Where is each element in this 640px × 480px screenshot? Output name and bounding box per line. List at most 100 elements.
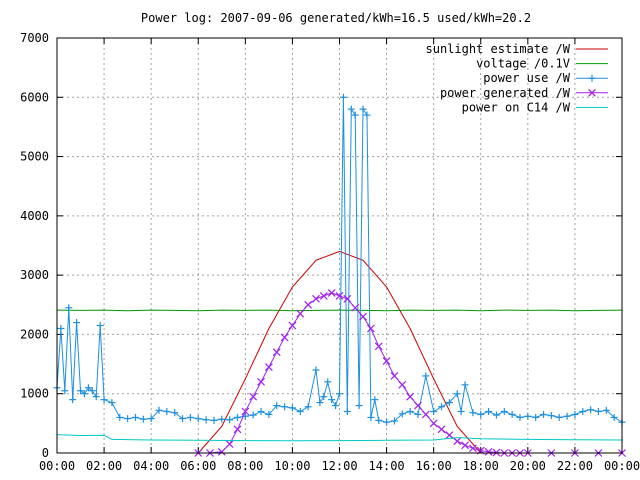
series-line [56,434,623,442]
legend-item: voltage /0.1V [476,57,608,71]
data-point [382,357,391,366]
legend-item: power use /W [483,71,608,85]
data-point [477,410,485,418]
series-line [56,97,623,423]
x-tick-label: 00:00 [604,459,640,473]
data-point [124,415,132,423]
data-point [406,408,414,415]
data-point [587,406,595,414]
data-point [296,408,304,415]
data-point [84,384,92,392]
x-tick-label: 20:00 [510,459,546,473]
legend-item: sunlight estimate /W [426,42,608,56]
data-point [80,390,88,398]
data-point [328,396,336,404]
marker-stroke [390,372,399,380]
marker-stroke [343,294,352,303]
marker-stroke [588,88,596,97]
data-point [155,406,163,414]
marker-stroke [421,410,430,419]
data-point [88,387,96,395]
legend-item: power generated /W [440,86,608,100]
series-3 [194,289,626,457]
data-point [421,410,430,419]
marker-stroke [468,444,477,453]
data-point [468,444,477,453]
data-point [390,417,398,425]
marker-stroke [304,300,313,309]
data-point [316,399,324,407]
data-point [335,291,344,300]
data-point [492,411,500,419]
grid-lines [57,38,622,453]
legend-label: power on C14 /W [462,100,571,114]
data-point [359,312,367,321]
data-point [319,291,328,300]
marker-stroke [351,303,360,312]
data-point [288,321,297,330]
data-point [116,413,124,421]
data-point [429,419,438,428]
x-tick-label: 18:00 [463,459,499,473]
data-point [343,294,352,303]
data-point [371,396,379,404]
data-point [324,378,332,386]
data-point [194,415,202,423]
data-point [414,401,422,410]
data-point [602,406,610,414]
data-point [304,300,313,309]
data-point [218,415,226,423]
data-point [241,407,250,416]
data-point [69,396,77,404]
x-tick-label: 04:00 [133,459,169,473]
data-point [579,408,587,415]
legend-marker [588,88,596,97]
legend-label: power generated /W [440,86,571,100]
data-point [202,416,210,424]
data-point [336,390,343,398]
data-point [163,408,171,415]
y-tick-label: 2000 [20,327,49,341]
data-point [398,380,407,389]
legend-label: power use /W [483,71,570,85]
data-point [508,410,516,418]
data-point [249,411,257,419]
data-point [390,372,399,380]
legend-marker [588,74,596,82]
marker-stroke [288,321,297,330]
data-point [351,303,360,312]
marker-stroke [398,380,407,389]
series-layer [53,93,626,457]
data-point [516,413,524,421]
data-point [96,322,104,330]
marker-stroke [264,363,273,371]
data-point [438,403,446,411]
marker-stroke [484,447,493,456]
data-point [563,412,571,420]
data-point [77,387,85,395]
marker-stroke [382,357,391,366]
data-point [453,390,461,398]
legend-label: voltage /0.1V [476,57,570,71]
x-tick-label: 08:00 [227,459,263,473]
marker-stroke [319,291,328,300]
plot-border [56,37,623,454]
data-point [65,304,73,312]
data-point [359,105,367,113]
data-point [555,413,563,421]
series-line [198,292,622,454]
marker-stroke [429,419,438,428]
data-point [366,324,375,333]
data-point [500,408,508,415]
data-point [414,410,422,418]
data-point [571,410,579,418]
data-point [332,402,340,410]
data-point [92,393,100,401]
data-point [367,413,375,421]
data-point [547,412,555,420]
data-point [186,413,194,421]
marker-stroke [445,431,454,440]
data-point [351,111,359,119]
data-point [375,416,383,424]
